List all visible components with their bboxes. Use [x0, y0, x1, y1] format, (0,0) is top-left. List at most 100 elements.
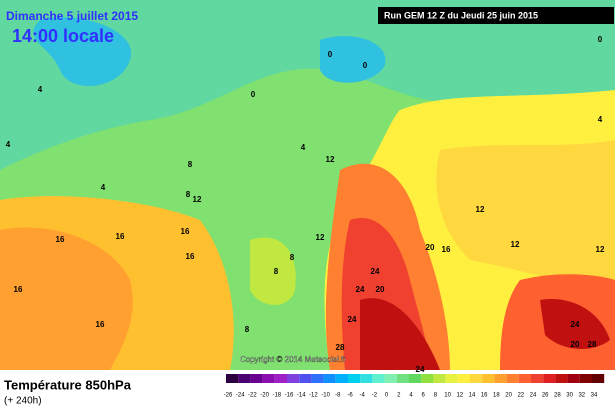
contour-labels: 0000444448888812121212121216161616161616… — [6, 35, 605, 374]
contour-label: 28 — [336, 343, 345, 352]
scale-label: -14 — [297, 393, 306, 399]
contour-label: 16 — [181, 227, 190, 236]
scale-label: -20 — [260, 393, 269, 399]
contour-label: 4 — [6, 140, 11, 149]
forecast-time: 14:00 locale — [12, 26, 114, 46]
contour-label: 8 — [186, 190, 191, 199]
scale-label: -18 — [272, 393, 281, 399]
scale-label: -12 — [309, 393, 318, 399]
contour-label: 24 — [356, 285, 365, 294]
color-scale: -26 -24 -22 -20 -18 -16 -14 -12 -10 -8 -6 -4 -2 0 2 4 6 8… — [224, 374, 605, 399]
run-box — [378, 7, 614, 24]
contour-label: 12 — [316, 233, 325, 242]
contour-label: 4 — [38, 85, 43, 94]
contour-label: 0 — [598, 35, 603, 44]
contour-label: 8 — [290, 253, 295, 262]
contour-label: 8 — [245, 325, 250, 334]
contour-label: 0 — [328, 50, 333, 59]
run-info: Run GEM 12 Z du Jeudi 25 juin 2015 — [384, 10, 538, 20]
scale-label: 18 — [493, 393, 500, 399]
scale-swatch — [518, 374, 531, 383]
map-text: Dimanche 5 juillet 2015 14:00 locale Run… — [6, 7, 614, 364]
scale-swatch — [555, 374, 568, 383]
scale-swatch — [250, 374, 263, 383]
scale-swatch — [262, 374, 275, 383]
scale-swatch — [482, 374, 495, 383]
contour-label: 8 — [274, 267, 279, 276]
scale-swatch — [567, 374, 580, 383]
scale-label: 30 — [566, 393, 573, 399]
scale-label: 32 — [578, 393, 585, 399]
scale-swatch — [396, 374, 409, 383]
contour-label: 20 — [426, 243, 435, 252]
scale-swatch — [299, 374, 312, 383]
scale-swatch — [348, 374, 361, 383]
scale-label: 20 — [505, 393, 512, 399]
contour-label: 16 — [14, 285, 23, 294]
contour-label: 24 — [371, 267, 380, 276]
scale-label: -6 — [347, 393, 353, 399]
contour-label: 12 — [193, 195, 202, 204]
contour-label: 12 — [326, 155, 335, 164]
contour-label: 24 — [416, 365, 425, 374]
scale-label: 22 — [517, 393, 524, 399]
scale-label: 26 — [542, 393, 549, 399]
scale-swatch — [421, 374, 434, 383]
contour-label: 8 — [188, 160, 193, 169]
contour-label: 0 — [363, 61, 368, 70]
contour-label: 16 — [96, 320, 105, 329]
scale-swatch — [323, 374, 336, 383]
scale-swatch — [238, 374, 251, 383]
temperature-map — [0, 0, 615, 370]
contour-label: 20 — [571, 340, 580, 349]
footer-lead: (+ 240h) — [4, 396, 42, 407]
contour-label: 12 — [511, 240, 520, 249]
scale-label: -8 — [335, 393, 341, 399]
scale-swatch — [445, 374, 458, 383]
scale-label: -24 — [236, 393, 245, 399]
footer: Température 850hPa (+ 240h) — [4, 377, 132, 406]
scale-swatch — [360, 374, 373, 383]
scale-swatch — [433, 374, 446, 383]
contour-label: 20 — [376, 285, 385, 294]
contour-label: 24 — [571, 320, 580, 329]
scale-label: 34 — [591, 393, 598, 399]
scale-swatch — [579, 374, 592, 383]
contour-label: 4 — [301, 143, 306, 152]
scale-swatch — [274, 374, 287, 383]
scale-label: 8 — [434, 393, 438, 399]
scale-label: 6 — [422, 393, 426, 399]
scale-swatch — [457, 374, 470, 383]
scale-swatch — [506, 374, 519, 383]
scale-label: 10 — [444, 393, 451, 399]
contour-label: 12 — [596, 245, 605, 254]
scale-label: 2 — [397, 393, 401, 399]
contour-label: 0 — [251, 90, 256, 99]
scale-swatch — [543, 374, 556, 383]
scale-swatch — [226, 374, 239, 383]
contour-label: 4 — [101, 183, 106, 192]
scale-label: -26 — [224, 393, 233, 399]
scale-label: 28 — [554, 393, 561, 399]
scale-label: -10 — [321, 393, 330, 399]
scale-swatch — [470, 374, 483, 383]
scale-label: 0 — [385, 393, 389, 399]
scale-swatch — [335, 374, 348, 383]
scale-swatch — [384, 374, 397, 383]
contour-label: 16 — [186, 252, 195, 261]
contour-label: 12 — [476, 205, 485, 214]
contour-label: 16 — [442, 245, 451, 254]
scale-label: 4 — [409, 393, 413, 399]
scale-swatch — [531, 374, 544, 383]
copyright: Copyright © 2014 Meteociel.fr — [240, 355, 346, 364]
scale-label: -2 — [372, 393, 378, 399]
scale-swatch — [409, 374, 422, 383]
contour-label: 4 — [598, 115, 603, 124]
contour-label: 24 — [348, 315, 357, 324]
contour-label: 28 — [588, 340, 597, 349]
scale-label: 12 — [456, 393, 463, 399]
scale-label: -16 — [285, 393, 294, 399]
scale-label: 16 — [481, 393, 488, 399]
footer-title: Température 850hPa — [4, 377, 132, 392]
scale-swatch — [494, 374, 507, 383]
